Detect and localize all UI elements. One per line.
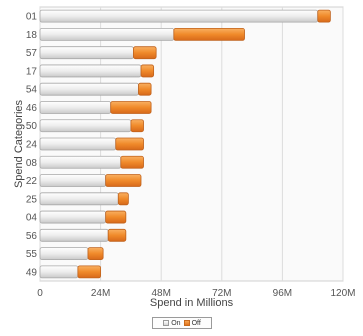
y-tick-label: 22 bbox=[26, 176, 38, 187]
bar-off[interactable] bbox=[110, 101, 152, 114]
legend-swatch-on bbox=[163, 320, 170, 326]
bar-on[interactable] bbox=[39, 101, 112, 114]
y-tick-labels: 01 18 57 17 54 46 50 24 08 22 25 04 56 55 49 bbox=[26, 12, 38, 279]
y-axis-title: Spend Categories bbox=[13, 99, 25, 188]
bar-off[interactable] bbox=[105, 210, 127, 224]
y-tick-label: 04 bbox=[26, 213, 38, 224]
bar-on[interactable] bbox=[39, 119, 132, 133]
y-tick-label: 49 bbox=[26, 267, 38, 278]
bar-on[interactable] bbox=[39, 9, 319, 23]
x-tick-label: 24M bbox=[91, 288, 110, 299]
bar-off[interactable] bbox=[140, 64, 155, 78]
y-tick-label: 17 bbox=[26, 66, 38, 77]
bar-off[interactable] bbox=[87, 247, 104, 261]
bar-on[interactable] bbox=[39, 247, 89, 261]
bar-on[interactable] bbox=[39, 137, 117, 151]
y-tick-label: 08 bbox=[26, 158, 38, 169]
x-tick-labels: 0 24M 48M 72M 96M 120M bbox=[37, 288, 355, 299]
bar-off[interactable] bbox=[120, 155, 144, 169]
x-tick-label: 48M bbox=[151, 288, 170, 299]
y-tick-label: 56 bbox=[26, 231, 38, 242]
y-tick-label: 50 bbox=[26, 121, 38, 132]
legend-label-on: On bbox=[171, 319, 181, 327]
x-tick-label: 96M bbox=[273, 288, 292, 299]
legend-label-off: Off bbox=[191, 319, 201, 327]
bar-on[interactable] bbox=[39, 192, 119, 206]
x-tick-label: 72M bbox=[212, 288, 231, 299]
bar-on[interactable] bbox=[39, 27, 175, 41]
bar-off[interactable] bbox=[107, 228, 127, 242]
y-tick-label: 57 bbox=[26, 48, 38, 59]
legend: On Off bbox=[152, 317, 212, 329]
bar-off[interactable] bbox=[105, 174, 142, 187]
legend-swatch-off bbox=[183, 320, 190, 326]
y-tick-label: 18 bbox=[26, 30, 38, 41]
bar-on[interactable] bbox=[39, 210, 107, 224]
legend-item-off[interactable]: Off bbox=[183, 319, 201, 327]
x-axis-title: Spend in Millions bbox=[150, 297, 234, 309]
bar-off[interactable] bbox=[133, 46, 157, 60]
y-tick-label: 54 bbox=[26, 85, 38, 96]
bar-off[interactable] bbox=[115, 137, 144, 151]
bar-on[interactable] bbox=[39, 155, 122, 169]
bar-on[interactable] bbox=[39, 265, 79, 279]
y-tick-label: 25 bbox=[26, 194, 38, 205]
legend-item-on[interactable]: On bbox=[163, 319, 181, 327]
y-tick-label: 24 bbox=[26, 140, 38, 151]
y-tick-label: 01 bbox=[26, 12, 38, 23]
bar-on[interactable] bbox=[39, 64, 142, 78]
bar-off[interactable] bbox=[173, 27, 245, 41]
x-tick-label: 120M bbox=[330, 288, 355, 299]
bar-off[interactable] bbox=[138, 82, 152, 96]
bar-on[interactable] bbox=[39, 228, 109, 242]
bar-off[interactable] bbox=[117, 192, 129, 206]
y-tick-label: 55 bbox=[26, 249, 38, 260]
bars bbox=[39, 9, 331, 279]
bar-off[interactable] bbox=[317, 9, 331, 23]
y-tick-label: 46 bbox=[26, 103, 38, 114]
bar-off[interactable] bbox=[77, 265, 102, 279]
bar-off[interactable] bbox=[130, 119, 144, 133]
bar-on[interactable] bbox=[39, 174, 107, 187]
bar-on[interactable] bbox=[39, 82, 139, 96]
x-tick-label: 0 bbox=[37, 288, 43, 299]
bar-on[interactable] bbox=[39, 46, 134, 60]
